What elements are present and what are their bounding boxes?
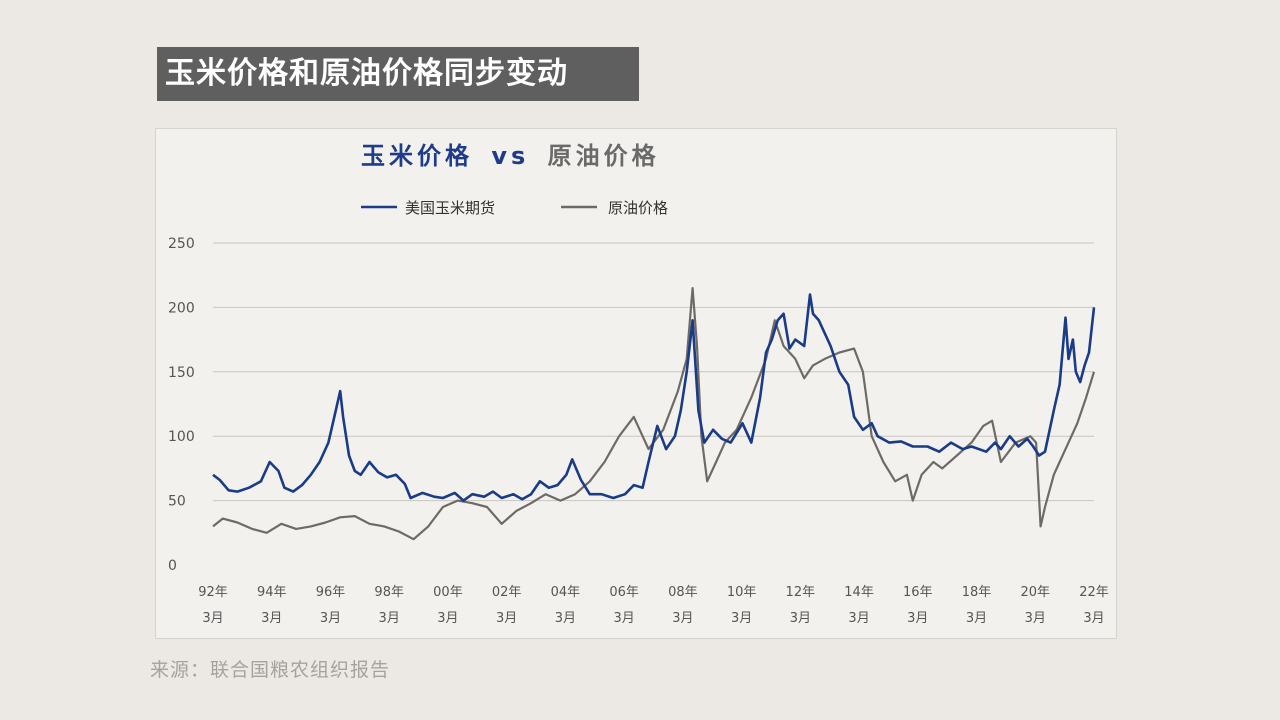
x-tick-label-month: 3月: [555, 611, 576, 626]
x-tick-label-year: 20年: [1020, 585, 1050, 600]
x-tick-label-month: 3月: [672, 611, 693, 626]
series-line-crude-oil: [212, 287, 1096, 541]
x-tick-label-year: 92年: [198, 585, 228, 600]
legend-label-corn: 美国玉米期货: [405, 199, 495, 217]
series-line-corn-futures: [212, 293, 1096, 502]
x-tick-label-month: 3月: [731, 611, 752, 626]
x-tick-label-month: 3月: [613, 611, 634, 626]
x-tick-label-year: 98年: [374, 585, 404, 600]
x-tick-label-month: 3月: [848, 611, 869, 626]
chart-title-vs: vs: [491, 142, 529, 170]
y-tick-label: 100: [168, 429, 195, 445]
x-tick-label-year: 00年: [433, 585, 463, 600]
y-tick-label: 250: [168, 236, 195, 252]
legend: 美国玉米期货 原油价格: [361, 199, 668, 217]
legend-label-oil: 原油价格: [608, 199, 668, 217]
series-lines: [212, 287, 1096, 541]
x-tick-label-month: 3月: [202, 611, 223, 626]
y-tick-label: 0: [168, 558, 177, 574]
x-tick-label-month: 3月: [1025, 611, 1046, 626]
x-tick-label-year: 14年: [844, 585, 874, 600]
x-tick-label-month: 3月: [907, 611, 928, 626]
x-tick-label-year: 96年: [316, 585, 346, 600]
page-title-banner: 玉米价格和原油价格同步变动: [157, 47, 639, 101]
chart-title-part2: 原油价格: [548, 142, 660, 170]
x-tick-label-month: 3月: [790, 611, 811, 626]
y-tick-label: 150: [168, 365, 195, 381]
x-tick-label-month: 3月: [966, 611, 987, 626]
x-tick-label-year: 22年: [1079, 585, 1109, 600]
x-tick-label-year: 16年: [903, 585, 933, 600]
y-tick-label: 200: [168, 300, 195, 316]
chart-title-part1: 玉米价格: [361, 142, 473, 170]
x-tick-label-year: 04年: [551, 585, 581, 600]
x-tick-label-month: 3月: [1083, 611, 1104, 626]
x-tick-label-year: 94年: [257, 585, 287, 600]
x-tick-label-month: 3月: [320, 611, 341, 626]
chart-panel: 0 50 100 150 200 250 92年 3月 94年 3月 96年 3月 98年 3月 00年 3…: [155, 128, 1117, 639]
page-title: 玉米价格和原油价格同步变动: [165, 56, 568, 91]
x-tick-label-year: 10年: [727, 585, 757, 600]
x-tick-label-month: 3月: [261, 611, 282, 626]
x-tick-label-month: 3月: [496, 611, 517, 626]
x-tick-label-month: 3月: [379, 611, 400, 626]
corn-vs-oil-chart: 0 50 100 150 200 250 92年 3月 94年 3月 96年 3月 98年 3月 00年 3…: [168, 142, 1109, 626]
x-tick-label-year: 06年: [609, 585, 639, 600]
x-tick-label-year: 12年: [786, 585, 816, 600]
x-tick-label-year: 02年: [492, 585, 522, 600]
x-tick-label-month: 3月: [437, 611, 458, 626]
x-tick-label-year: 08年: [668, 585, 698, 600]
chart-title: 玉米价格 vs 原油价格: [361, 142, 660, 170]
y-tick-label: 50: [168, 494, 186, 510]
y-axis-ticks: 0 50 100 150 200 250: [168, 236, 195, 574]
source-note: 来源：联合国粮农组织报告: [150, 659, 391, 681]
x-axis-ticks: 92年 3月 94年 3月 96年 3月 98年 3月 00年 3月 02年 3月 04年 3月 06年 3月…: [198, 585, 1109, 626]
x-tick-label-year: 18年: [962, 585, 992, 600]
grid-lines: [213, 242, 1094, 502]
